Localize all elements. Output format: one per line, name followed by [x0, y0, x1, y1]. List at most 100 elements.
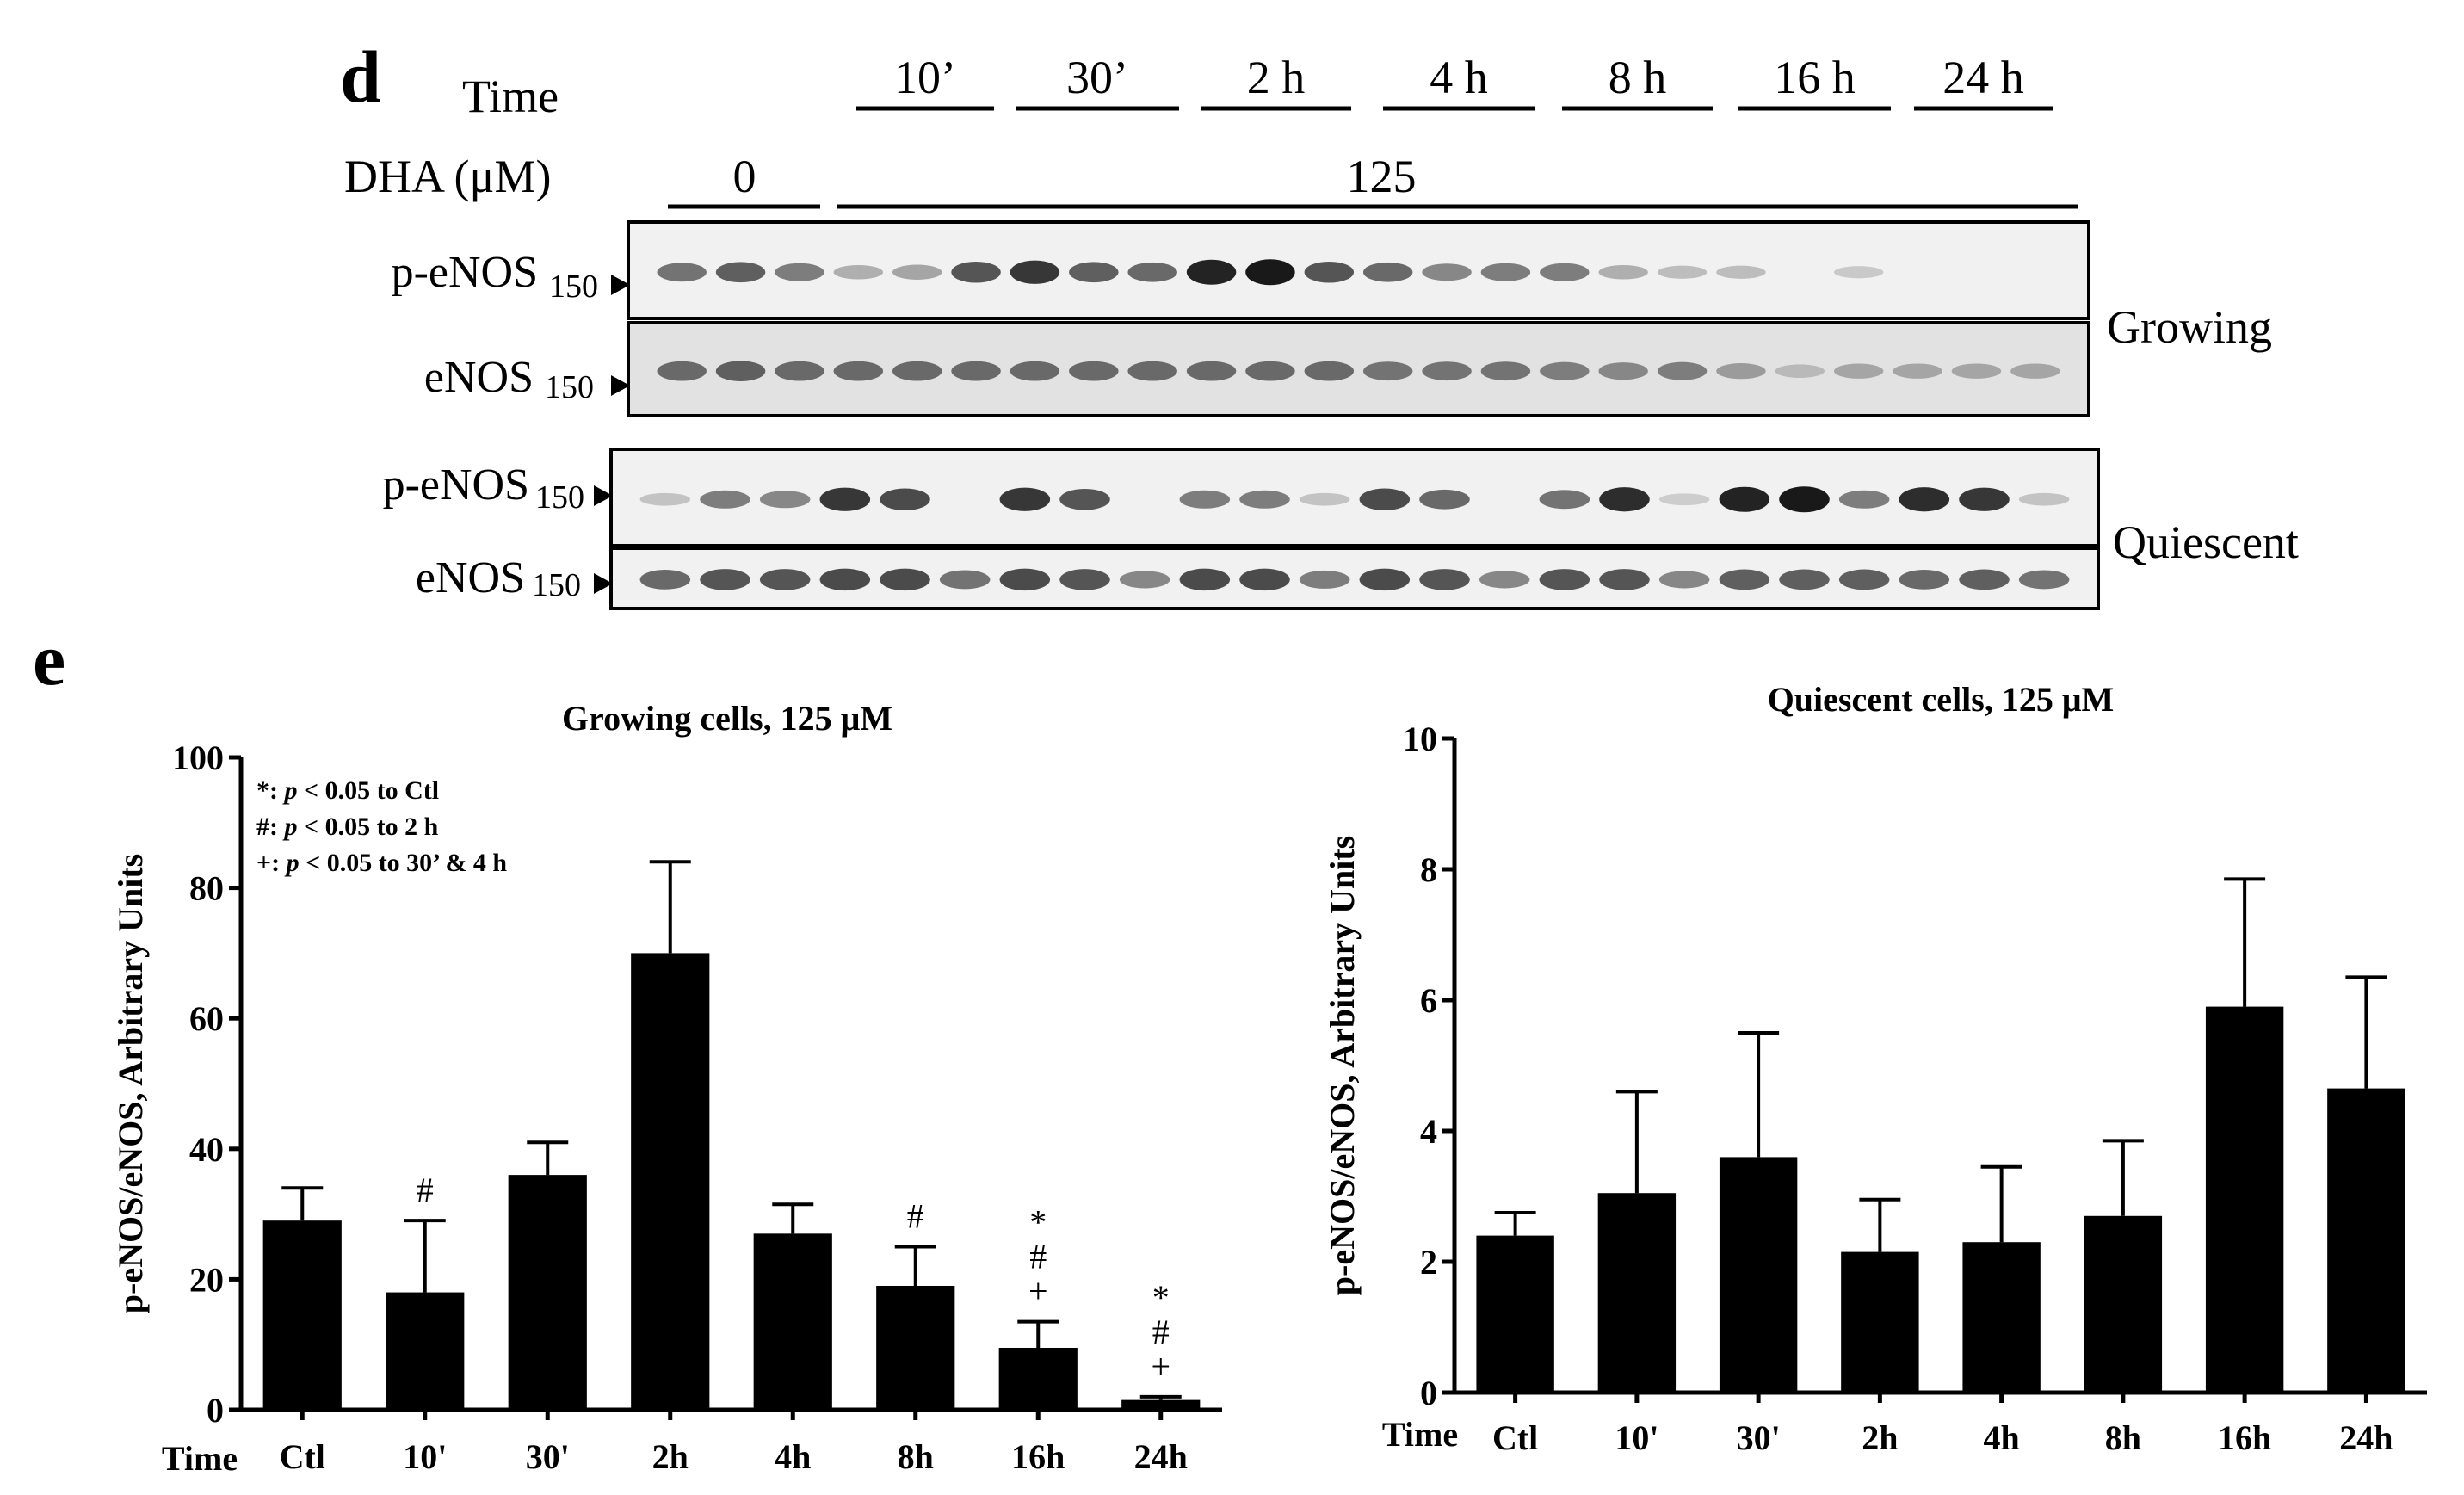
blot-protein-label: eNOS: [416, 553, 525, 602]
blot-band: [2018, 492, 2070, 506]
growing-label: Growing: [2107, 301, 2272, 353]
blot-band: [939, 570, 991, 590]
x-tick-label: 8h: [898, 1437, 934, 1476]
blot-band: [639, 570, 691, 590]
blot-band: [1951, 363, 2002, 379]
blot-band: [1658, 493, 1710, 506]
blot-band: [1959, 569, 2010, 590]
blot-band: [1069, 262, 1119, 283]
blot-band: [775, 361, 824, 381]
blot-band: [1186, 361, 1237, 381]
y-tick-label: 10: [1403, 720, 1437, 758]
panel-e-letter: e: [33, 618, 65, 701]
x-tick-label: 16h: [2218, 1418, 2271, 1457]
blot-band: [1422, 263, 1472, 281]
time-point-label: 4 h: [1430, 52, 1488, 103]
molecular-weight-marker: 150: [532, 567, 581, 603]
x-tick-label: Ctl: [1492, 1418, 1538, 1457]
x-tick-label: 4h: [1984, 1418, 2020, 1457]
blot-band: [1299, 492, 1350, 506]
blot-band: [775, 263, 824, 281]
blot-band: [999, 568, 1051, 591]
y-tick-label: 8: [1420, 850, 1437, 889]
x-tick-label: 4h: [775, 1437, 811, 1476]
x-tick-label: 30': [1737, 1418, 1781, 1457]
blot-band: [1362, 361, 1413, 381]
blot-band: [1480, 361, 1531, 381]
blot-band: [1899, 487, 1950, 512]
x-tick-label: 30': [526, 1437, 570, 1476]
chart-growing-cells: Growing cells, 125 μM 0 20 40 60 80 100 p-eNOS/…: [111, 699, 1222, 1478]
bar: [1841, 1251, 1919, 1393]
blot-band: [1304, 261, 1355, 283]
x-tick-label: 24h: [2339, 1418, 2393, 1457]
y-tick-label: 100: [172, 738, 224, 777]
significance-marker: * # +: [1151, 1278, 1170, 1386]
blot-band: [1598, 362, 1648, 380]
blot-band: [1599, 487, 1650, 512]
blot-band: [880, 488, 930, 510]
blot-band: [657, 263, 707, 282]
blot-band: [657, 361, 707, 381]
significance-legend-entry: +: p < 0.05 to 30’ & 4 h: [256, 849, 507, 877]
chart-title: Growing cells, 125 μM: [562, 699, 892, 738]
blot-band: [1657, 361, 1708, 380]
blot-band: [1716, 265, 1766, 279]
blot-band: [1716, 363, 1766, 380]
blot-band: [1893, 363, 1942, 379]
marker-arrow-icon: [611, 275, 630, 295]
molecular-weight-marker: 150: [549, 269, 598, 305]
blot-band: [1779, 486, 1830, 513]
dha-row-label: DHA (μM): [344, 151, 551, 202]
time-point-label: 8 h: [1609, 52, 1667, 103]
x-tick-label: Ctl: [280, 1437, 325, 1476]
x-tick-label: 10': [1615, 1418, 1658, 1457]
blot-band: [2018, 570, 2070, 590]
blot-band: [1179, 568, 1231, 591]
blot-band: [1304, 361, 1355, 381]
x-tick-label: 8h: [2105, 1418, 2141, 1457]
blot-band: [1419, 569, 1470, 590]
significance-marker: #: [417, 1171, 434, 1209]
chart-quiescent-cells: Quiescent cells, 125 μM 0 2 4 6 8 10 p-eNOS/eNO…: [1323, 680, 2427, 1457]
blot-band: [819, 487, 871, 511]
x-axis-label: Time: [162, 1439, 238, 1478]
blot-band: [1362, 262, 1413, 282]
blot-band: [639, 492, 691, 506]
chart-title: Quiescent cells, 125 μM: [1768, 680, 2115, 719]
significance-legend-entry: *: p < 0.05 to Ctl: [256, 776, 439, 805]
blot-band: [2010, 363, 2060, 379]
blot-band: [1239, 568, 1290, 591]
panel-d-letter: d: [340, 35, 381, 118]
blot-band: [1059, 569, 1110, 590]
blot-band: [1299, 570, 1350, 589]
blot-band: [1239, 490, 1290, 509]
blot-band: [715, 361, 766, 382]
marker-arrow-icon: [594, 485, 613, 506]
x-tick-label: 2h: [652, 1437, 689, 1476]
y-tick-label: 6: [1420, 981, 1437, 1020]
bar: [1476, 1235, 1554, 1393]
time-row-label: Time: [462, 71, 559, 122]
time-headers: 10’ 30’ 2 h 4 h 8 h 16 h 24 h: [856, 52, 2053, 111]
blot-band: [1539, 490, 1590, 510]
y-tick-label: 0: [207, 1391, 224, 1430]
blot-band: [1069, 361, 1119, 381]
blot-band: [951, 361, 1001, 381]
blot-band: [1657, 265, 1708, 279]
y-tick-label: 40: [189, 1130, 224, 1169]
blot-band: [700, 569, 750, 590]
blot-band: [1127, 262, 1177, 282]
blot-band: [1119, 571, 1170, 589]
x-tick-label: 24h: [1134, 1437, 1188, 1476]
blot-band: [1245, 259, 1295, 286]
y-tick-label: 2: [1420, 1243, 1437, 1282]
blot-band: [1540, 263, 1590, 281]
significance-marker: * # +: [1028, 1203, 1048, 1311]
dose-treated-label: 125: [1347, 151, 1417, 202]
blot-band: [1539, 569, 1590, 590]
blot-band: [1179, 490, 1231, 509]
blot-band: [1658, 571, 1710, 589]
blot-band: [1775, 364, 1825, 378]
